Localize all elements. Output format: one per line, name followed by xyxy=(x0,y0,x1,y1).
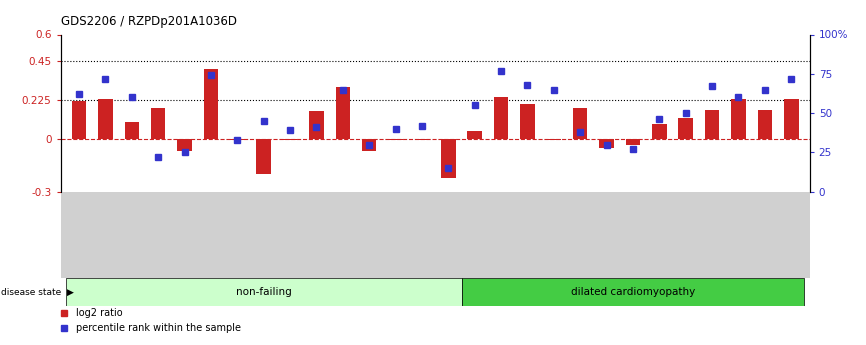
Bar xyxy=(388,139,403,140)
Text: disease state  ▶: disease state ▶ xyxy=(1,288,74,297)
Text: non-failing: non-failing xyxy=(236,287,292,297)
Bar xyxy=(468,130,482,139)
Bar xyxy=(336,87,350,139)
Bar xyxy=(626,139,640,145)
Bar xyxy=(462,278,805,306)
Bar xyxy=(758,110,772,139)
Bar xyxy=(573,108,587,139)
Bar xyxy=(66,278,462,306)
Bar xyxy=(441,139,456,178)
Bar xyxy=(494,97,508,139)
Bar xyxy=(599,139,614,148)
Bar xyxy=(678,118,693,139)
Bar xyxy=(72,101,87,139)
Bar xyxy=(98,99,113,139)
Bar xyxy=(283,139,297,140)
Bar xyxy=(256,139,271,174)
Bar xyxy=(415,139,430,140)
Bar xyxy=(731,99,746,139)
Bar xyxy=(309,111,324,139)
Bar xyxy=(784,99,798,139)
Text: percentile rank within the sample: percentile rank within the sample xyxy=(75,323,241,333)
Bar xyxy=(520,104,534,139)
Bar xyxy=(125,122,139,139)
Bar xyxy=(705,110,720,139)
Bar xyxy=(178,139,192,151)
Bar xyxy=(230,139,244,140)
Text: log2 ratio: log2 ratio xyxy=(75,308,122,318)
Bar xyxy=(362,139,377,151)
Bar xyxy=(546,139,561,140)
Text: dilated cardiomyopathy: dilated cardiomyopathy xyxy=(571,287,695,297)
Text: GDS2206 / RZPDp201A1036D: GDS2206 / RZPDp201A1036D xyxy=(61,14,236,28)
Bar xyxy=(151,108,165,139)
Bar xyxy=(652,124,667,139)
Bar xyxy=(204,69,218,139)
